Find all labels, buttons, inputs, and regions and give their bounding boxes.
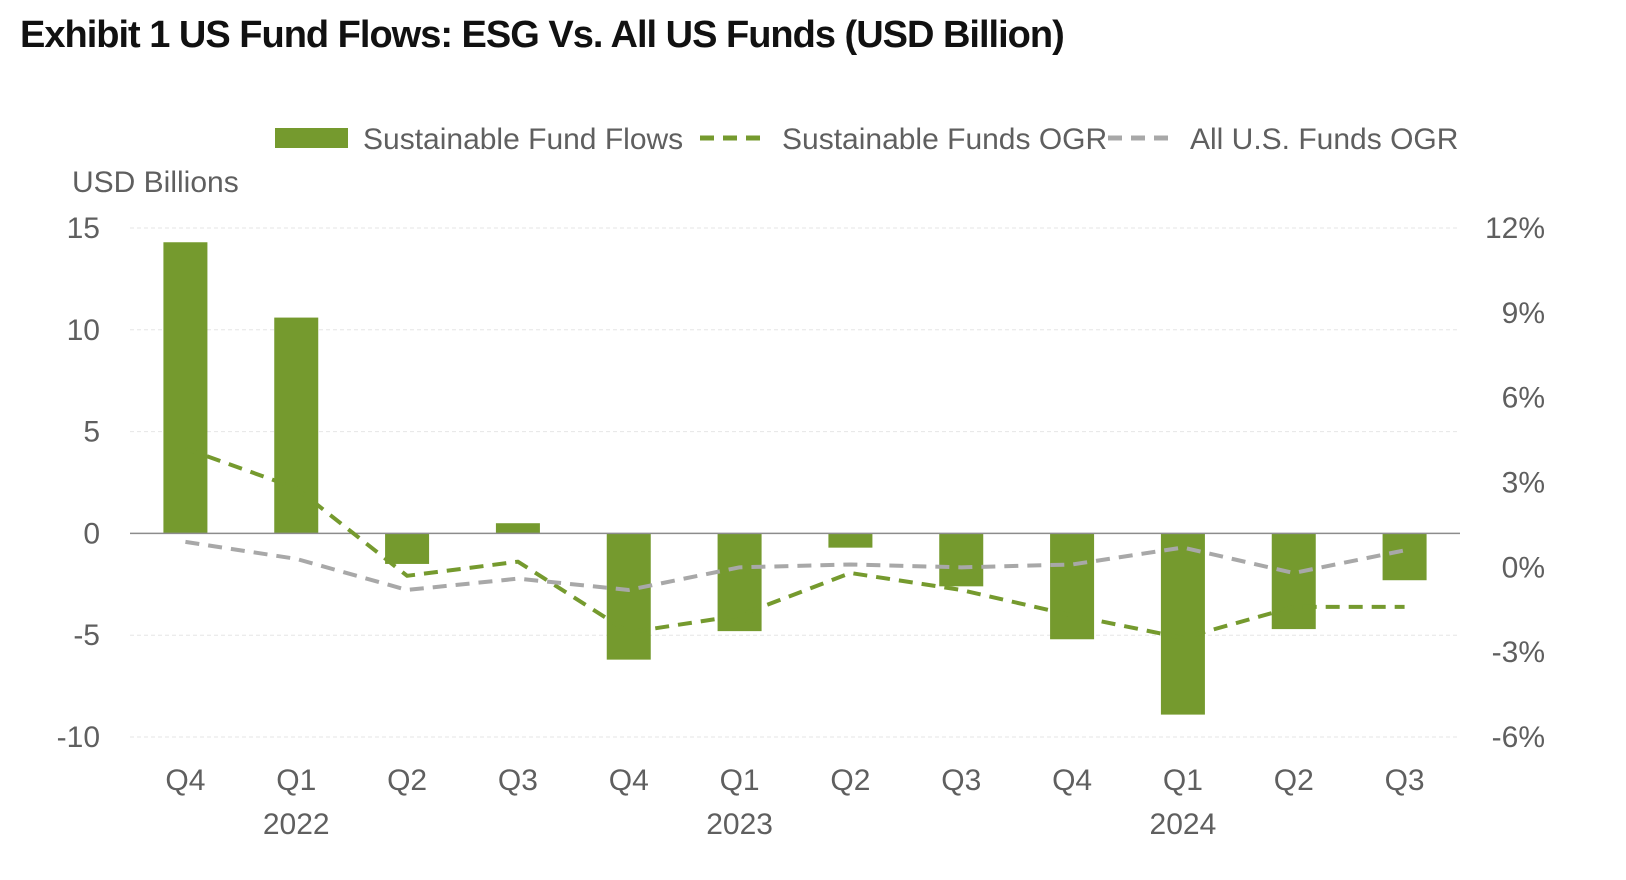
- year-label-1: 2023: [706, 808, 773, 841]
- legend-label-2: All U.S. Funds OGR: [1190, 123, 1458, 156]
- x-tick-1: Q1: [276, 764, 316, 797]
- legend-swatch-0: [275, 128, 348, 148]
- year-label-2: 2024: [1150, 808, 1217, 841]
- left-tick-4: -5: [73, 619, 100, 652]
- right-tick-1: 9%: [1502, 297, 1545, 330]
- right-tick-2: 6%: [1502, 382, 1545, 415]
- right-tick-6: -6%: [1492, 721, 1545, 754]
- left-tick-0: 15: [67, 212, 100, 245]
- legend-label-1: Sustainable Funds OGR: [782, 123, 1107, 156]
- bar-11: [1382, 533, 1427, 581]
- x-axis-ticks: Q4 Q1 Q2 Q3 Q4 Q1 Q2 Q3 Q4 Q1 Q2 Q3: [165, 764, 1424, 797]
- left-tick-2: 5: [83, 416, 100, 449]
- bar-0: [163, 242, 208, 534]
- year-label-0: 2022: [263, 808, 330, 841]
- bar-1: [274, 317, 319, 534]
- left-tick-1: 10: [67, 314, 100, 347]
- x-axis-years: 2022 2023 2024: [263, 808, 1216, 841]
- x-tick-5: Q1: [720, 764, 760, 797]
- bar-7: [939, 533, 984, 587]
- x-tick-10: Q2: [1274, 764, 1314, 797]
- x-tick-2: Q2: [387, 764, 427, 797]
- y-axis-label: USD Billions: [72, 166, 239, 199]
- bar-4: [606, 533, 651, 660]
- legend-label-0: Sustainable Fund Flows: [363, 123, 683, 156]
- bar-series: [163, 242, 1427, 715]
- x-tick-6: Q2: [830, 764, 870, 797]
- right-tick-4: 0%: [1502, 551, 1545, 584]
- x-tick-8: Q4: [1052, 764, 1092, 797]
- x-tick-7: Q3: [941, 764, 981, 797]
- line-series: [184, 446, 1405, 641]
- bar-2: [385, 533, 430, 564]
- right-tick-5: -3%: [1492, 636, 1545, 669]
- bar-5: [717, 533, 762, 632]
- x-tick-9: Q1: [1163, 764, 1203, 797]
- left-tick-5: -10: [57, 721, 100, 754]
- x-tick-3: Q3: [498, 764, 538, 797]
- gridlines: [130, 227, 1460, 738]
- left-axis-ticks: 15 10 5 0 -5 -10: [57, 212, 100, 754]
- bar-10: [1271, 533, 1316, 630]
- right-tick-3: 3%: [1502, 467, 1545, 500]
- x-tick-11: Q3: [1385, 764, 1425, 797]
- bar-3: [495, 523, 540, 534]
- x-tick-4: Q4: [609, 764, 649, 797]
- bar-9: [1160, 533, 1205, 715]
- x-tick-0: Q4: [165, 764, 205, 797]
- left-tick-3: 0: [83, 517, 100, 550]
- legend: Sustainable Fund Flows Sustainable Funds …: [275, 123, 1458, 156]
- bar-6: [828, 533, 873, 548]
- chart-title: Exhibit 1 US Fund Flows: ESG Vs. All US …: [20, 14, 1065, 56]
- line-series-1: [185, 539, 1405, 592]
- bar-8: [1050, 533, 1095, 640]
- right-tick-0: 12%: [1485, 212, 1545, 245]
- right-axis-ticks: 12% 9% 6% 3% 0% -3% -6%: [1485, 212, 1545, 754]
- line-series-0: [184, 446, 1405, 641]
